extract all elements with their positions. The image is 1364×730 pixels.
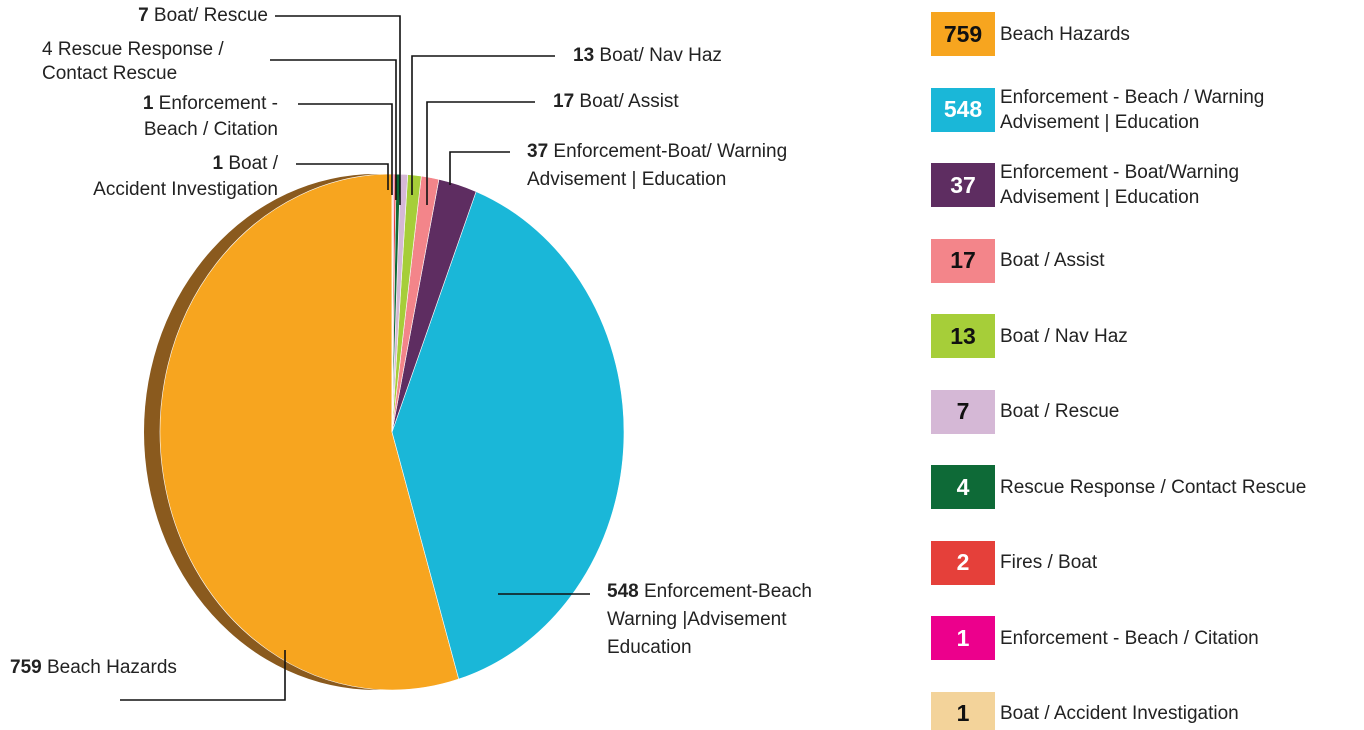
callout-text: Contact Rescue: [42, 63, 177, 84]
callout-line: Advisement | Education: [527, 169, 726, 190]
callout-value: 1: [212, 153, 223, 174]
callout-value: 7: [138, 5, 149, 26]
callout-value: 37: [527, 141, 548, 162]
callout-line: 759 Beach Hazards: [10, 657, 177, 678]
legend-swatch: 548: [931, 87, 995, 132]
leader-line: [411, 55, 555, 195]
callout-line: Beach / Citation: [144, 119, 278, 140]
callout-label: 17 Boat/ Assist: [553, 91, 679, 112]
callout-label: 4 Rescue Response / Contact Rescue: [42, 39, 224, 84]
callout-text: Warning |Advisement: [607, 609, 787, 630]
callout-text: Accident Investigation: [93, 179, 278, 200]
callout-text: Rescue Response /: [58, 39, 225, 60]
leader-line: [275, 15, 401, 205]
callout-line: 7 Boat/ Rescue: [138, 5, 268, 26]
callout-line: Education: [607, 637, 692, 658]
legend-swatch: 13: [931, 314, 995, 358]
callout-label: 7 Boat/ Rescue: [138, 5, 268, 26]
callout-text: Boat/ Nav Haz: [599, 45, 722, 66]
callout-value: 548: [607, 581, 639, 602]
callout-text: Beach Hazards: [47, 657, 177, 678]
callout-text: Enforcement-Boat/ Warning: [553, 141, 787, 162]
legend-label: Boat / Nav Haz: [1000, 325, 1128, 347]
callout-label: 37 Enforcement-Boat/ Warning Advisement |…: [527, 141, 787, 190]
legend-label: Enforcement - Beach / Warning Advisement…: [1000, 86, 1265, 133]
callout-line: 17 Boat/ Assist: [553, 91, 679, 112]
callout-text: Boat/ Assist: [579, 91, 679, 112]
callout-value: 13: [573, 45, 594, 66]
legend-label: Rescue Response / Contact Rescue: [1000, 476, 1307, 498]
callout-value: 17: [553, 91, 574, 112]
callout-line: 13 Boat/ Nav Haz: [573, 45, 722, 66]
callout-text: Education: [607, 637, 692, 658]
pie-slice: [159, 173, 460, 691]
callout-line: 37 Enforcement-Boat/ Warning: [527, 141, 787, 162]
leader-line: [270, 59, 397, 200]
leader-line: [449, 151, 510, 185]
callout-line: 1 Enforcement -: [143, 93, 278, 114]
callout-text: Beach / Citation: [144, 119, 278, 140]
callout-label: 548 Enforcement-Beach Warning |Advisement…: [607, 581, 812, 658]
callout-line: 1 Boat /: [212, 153, 278, 174]
leader-line: [120, 650, 286, 701]
callout-line: Contact Rescue: [42, 63, 177, 84]
callout-value: 759: [10, 657, 42, 678]
leader-line: [298, 103, 393, 195]
callout-value: 1: [143, 93, 154, 114]
legend-label: Enforcement - Boat/Warning Advisement | …: [1000, 162, 1240, 208]
callout-text: Boat /: [228, 153, 278, 174]
legend-label: Boat / Accident Investigation: [1000, 703, 1239, 724]
legend-swatch: 759: [931, 12, 995, 56]
callout-line: 548 Enforcement-Beach: [607, 581, 812, 602]
callout-label: 1 Boat / Accident Investigation: [93, 153, 279, 200]
legend-swatch: 2: [931, 540, 995, 585]
callout-line: Warning |Advisement: [607, 609, 787, 630]
legend-swatch: 1: [931, 691, 995, 730]
legend-swatch: 4: [931, 465, 995, 509]
legend-swatch: 1: [931, 616, 995, 660]
callout-label: 13 Boat/ Nav Haz: [573, 45, 722, 66]
legend-label: Beach Hazards: [1000, 23, 1130, 45]
legend-label: Boat / Assist: [1000, 250, 1105, 271]
leader-line: [296, 163, 389, 190]
legend-swatch: 17: [931, 238, 995, 283]
callout-label: 759 Beach Hazards: [10, 657, 177, 678]
legend-label: Fires / Boat: [1000, 552, 1098, 573]
leader-line: [426, 101, 535, 205]
legend-label: Enforcement - Beach / Citation: [1000, 627, 1259, 649]
pie-slice: [391, 191, 625, 680]
legend-swatch: 7: [931, 389, 995, 434]
callout-value: 4: [42, 39, 53, 60]
legend-swatch: 37: [931, 163, 995, 207]
callout-text: Advisement | Education: [527, 169, 726, 190]
callout-text: Enforcement-Beach: [644, 581, 812, 602]
callout-line: Accident Investigation: [93, 179, 278, 200]
callout-label: 1 Enforcement - Beach / Citation: [143, 93, 278, 140]
callout-text: Enforcement -: [159, 93, 278, 114]
callout-line: 4 Rescue Response /: [42, 39, 224, 60]
callout-text: Boat/ Rescue: [154, 5, 268, 26]
legend-label: Boat / Rescue: [1000, 401, 1120, 422]
